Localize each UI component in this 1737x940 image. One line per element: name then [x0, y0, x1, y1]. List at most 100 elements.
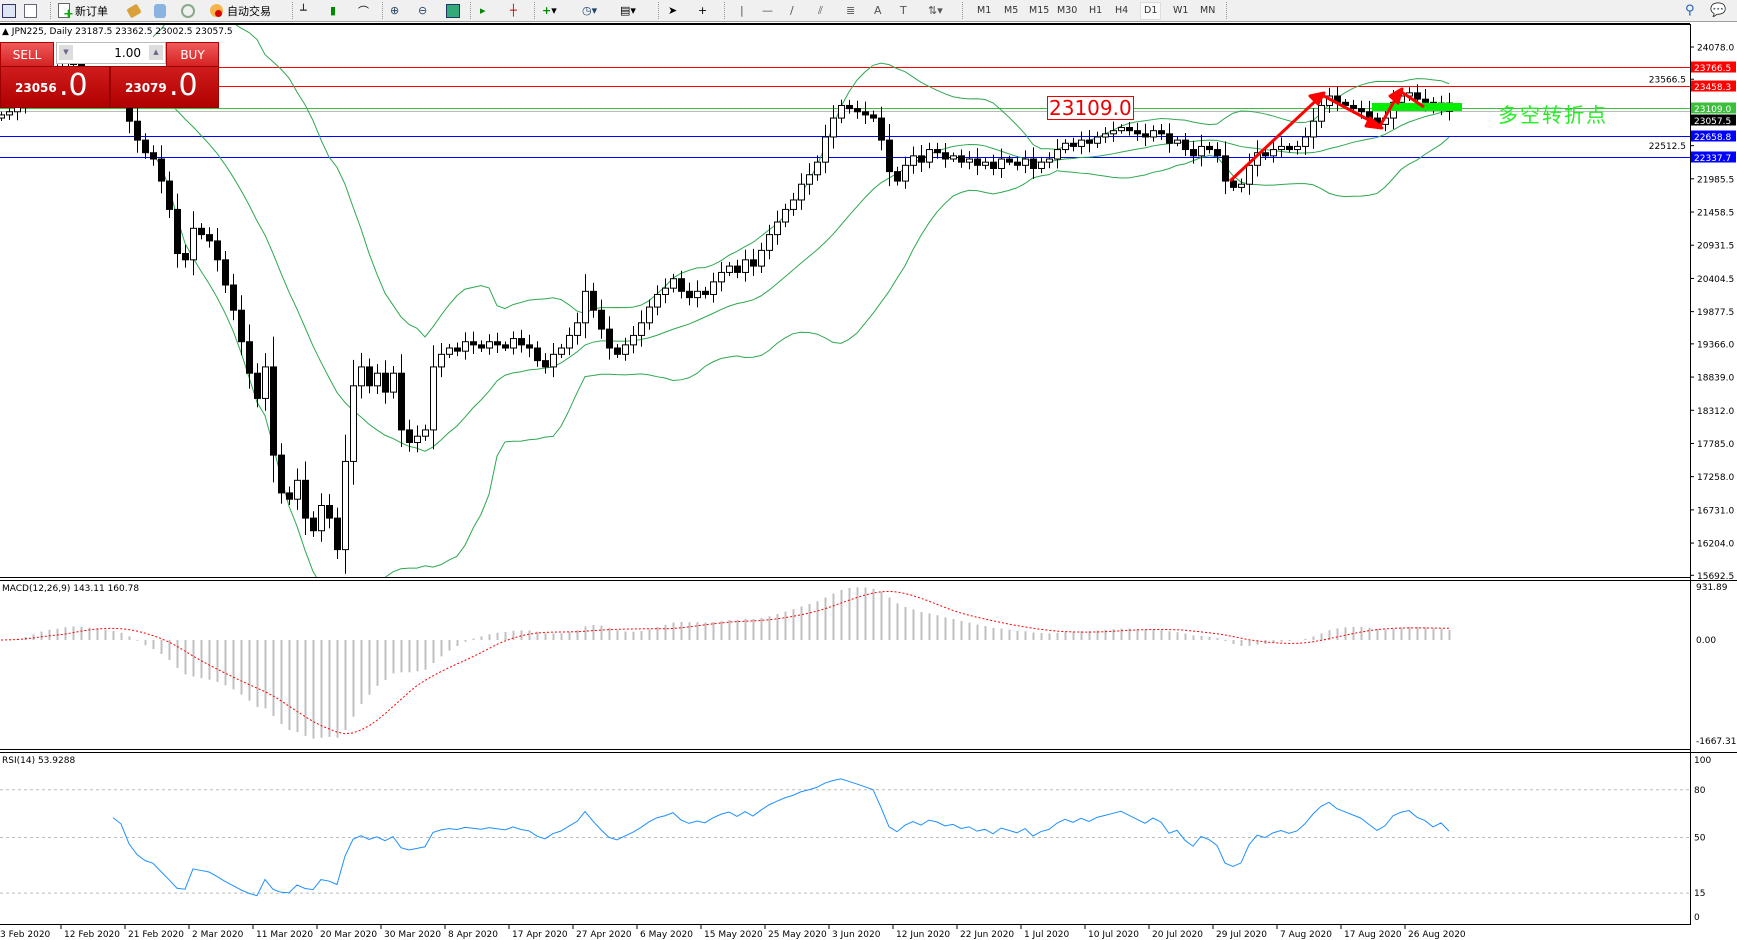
candle-bull: [1318, 104, 1325, 122]
timeframe-m5[interactable]: M5: [1004, 5, 1019, 16]
candle-bull: [6, 111, 13, 116]
trendline-icon[interactable]: /: [790, 4, 794, 17]
candle-bull: [342, 460, 349, 551]
candle-bull: [806, 174, 813, 185]
arrows-icon[interactable]: ⇅▾: [928, 4, 943, 17]
candle-bear: [1126, 127, 1133, 132]
red-arrow-path[interactable]: [1228, 87, 1425, 183]
window-icon[interactable]: [2, 2, 16, 19]
timeframe-m15[interactable]: M15: [1029, 5, 1050, 16]
new-order-icon: +: [58, 3, 74, 21]
price-tick-label: 21985.5: [1697, 175, 1734, 185]
candlestick-icon[interactable]: ▮: [330, 4, 337, 17]
candle-bear: [894, 171, 901, 182]
candle-bull: [982, 161, 989, 166]
candle-bull: [910, 155, 917, 166]
timeframe-m1[interactable]: M1: [977, 5, 992, 16]
candle-bear: [382, 372, 389, 393]
cursor-icon[interactable]: ➤: [668, 4, 678, 17]
bar-chart-icon[interactable]: ┴: [300, 4, 307, 17]
candle-bear: [246, 341, 253, 374]
candle-bull: [550, 353, 557, 368]
data-window-icon[interactable]: [154, 2, 166, 19]
candle-bear: [1214, 149, 1221, 157]
candle-bear: [1142, 133, 1149, 138]
candle-bull: [1302, 136, 1309, 147]
candle-bull: [262, 366, 269, 399]
zoom-window-icon[interactable]: [24, 2, 37, 19]
candle-bull: [446, 347, 453, 355]
level-label-bg: [1691, 80, 1736, 92]
price-annotation-box[interactable]: 23109.0: [1047, 96, 1134, 120]
line-chart-icon[interactable]: ⌒: [358, 4, 369, 18]
green-pivot-bar[interactable]: [1372, 103, 1462, 111]
lot-size-input[interactable]: ▼ 1.00 ▲: [56, 42, 166, 64]
timeframe-d1[interactable]: D1: [1140, 2, 1162, 20]
zoom-out-icon[interactable]: ⊖: [418, 4, 428, 17]
level-label-bg: [1691, 130, 1736, 142]
vertical-line-icon[interactable]: |: [740, 4, 744, 17]
lot-decrease-icon[interactable]: ▼: [59, 45, 73, 60]
signals-icon[interactable]: [181, 2, 195, 19]
zoom-in-icon[interactable]: ⊕: [390, 4, 400, 17]
timeframe-w1[interactable]: W1: [1173, 5, 1189, 16]
date-label: 27 Apr 2020: [576, 930, 632, 940]
candle-bull: [1246, 164, 1253, 185]
timeframe-h1[interactable]: H1: [1089, 5, 1103, 16]
buy-button[interactable]: BUY: [166, 42, 219, 68]
timeframe-m30[interactable]: M30: [1057, 5, 1078, 16]
candle-bear: [222, 259, 229, 286]
crosshair-icon[interactable]: +: [698, 4, 708, 17]
candle-bull: [1174, 139, 1181, 144]
candle-bull: [726, 265, 733, 273]
rsi-line: [112, 778, 1450, 897]
date-axis: 3 Feb 2020 12 Feb 2020 21 Feb 2020 2 Mar 20…: [0, 925, 1466, 940]
chat-icon[interactable]: 💬: [1710, 3, 1727, 18]
periods-icon[interactable]: ◷▾: [582, 4, 598, 17]
candle-bear: [470, 341, 477, 346]
fibonacci-icon[interactable]: ≣: [846, 4, 856, 17]
candle-bear: [150, 152, 157, 160]
auto-trading-button[interactable]: 自动交易: [210, 2, 271, 19]
new-order-button[interactable]: + 新订单: [58, 2, 108, 21]
level-label: 23109.0: [1694, 105, 1731, 115]
date-label: 12 Jun 2020: [896, 930, 950, 940]
candle-bull: [766, 234, 773, 251]
tile-windows-icon[interactable]: [446, 2, 460, 19]
sell-button[interactable]: SELL: [0, 42, 54, 68]
search-icon[interactable]: ⚲: [1685, 3, 1695, 18]
chart-ohlc: JPN225, Daily 23187.5 23362.5 23002.5 23…: [11, 27, 233, 37]
candles: [0, 52, 1453, 574]
candle-bear: [958, 155, 965, 163]
indicators-icon[interactable]: + ▾: [542, 4, 557, 17]
candle-bull: [1110, 130, 1117, 135]
level-label-bg: [1691, 151, 1736, 163]
candle-bear: [678, 278, 685, 292]
candle-bull: [1094, 136, 1101, 144]
chart-shift-icon[interactable]: ┼: [510, 4, 517, 17]
lot-increase-icon[interactable]: ▲: [149, 45, 163, 60]
pivot-annotation-text[interactable]: 多空转折点: [1498, 103, 1608, 127]
price-tick-label: 24078.0: [1697, 44, 1734, 54]
timeframe-mn[interactable]: MN: [1200, 5, 1216, 16]
candle-bull: [1270, 149, 1277, 157]
candle-bull: [718, 271, 725, 283]
candle-bull: [294, 479, 301, 500]
text-label-icon[interactable]: T: [900, 4, 907, 17]
timeframe-h4[interactable]: H4: [1115, 5, 1129, 16]
rsi-tick-label: 0: [1694, 913, 1700, 923]
buy-price[interactable]: 23079 .0: [110, 66, 219, 108]
candle-bear: [1070, 142, 1077, 147]
candle-bear: [206, 234, 213, 242]
auto-scroll-icon[interactable]: ▸: [480, 4, 486, 17]
sell-price[interactable]: 23056 .0: [0, 66, 110, 108]
candle-bull: [566, 334, 573, 349]
horizontal-line-icon[interactable]: —: [762, 4, 773, 17]
candle-bull: [430, 366, 437, 431]
equidistant-channel-icon[interactable]: ⫽: [818, 3, 823, 17]
candle-bear: [526, 344, 533, 349]
price-tick-label: 21458.5: [1697, 209, 1734, 219]
text-icon[interactable]: A: [874, 4, 882, 17]
templates-icon[interactable]: ▤▾: [620, 4, 636, 17]
